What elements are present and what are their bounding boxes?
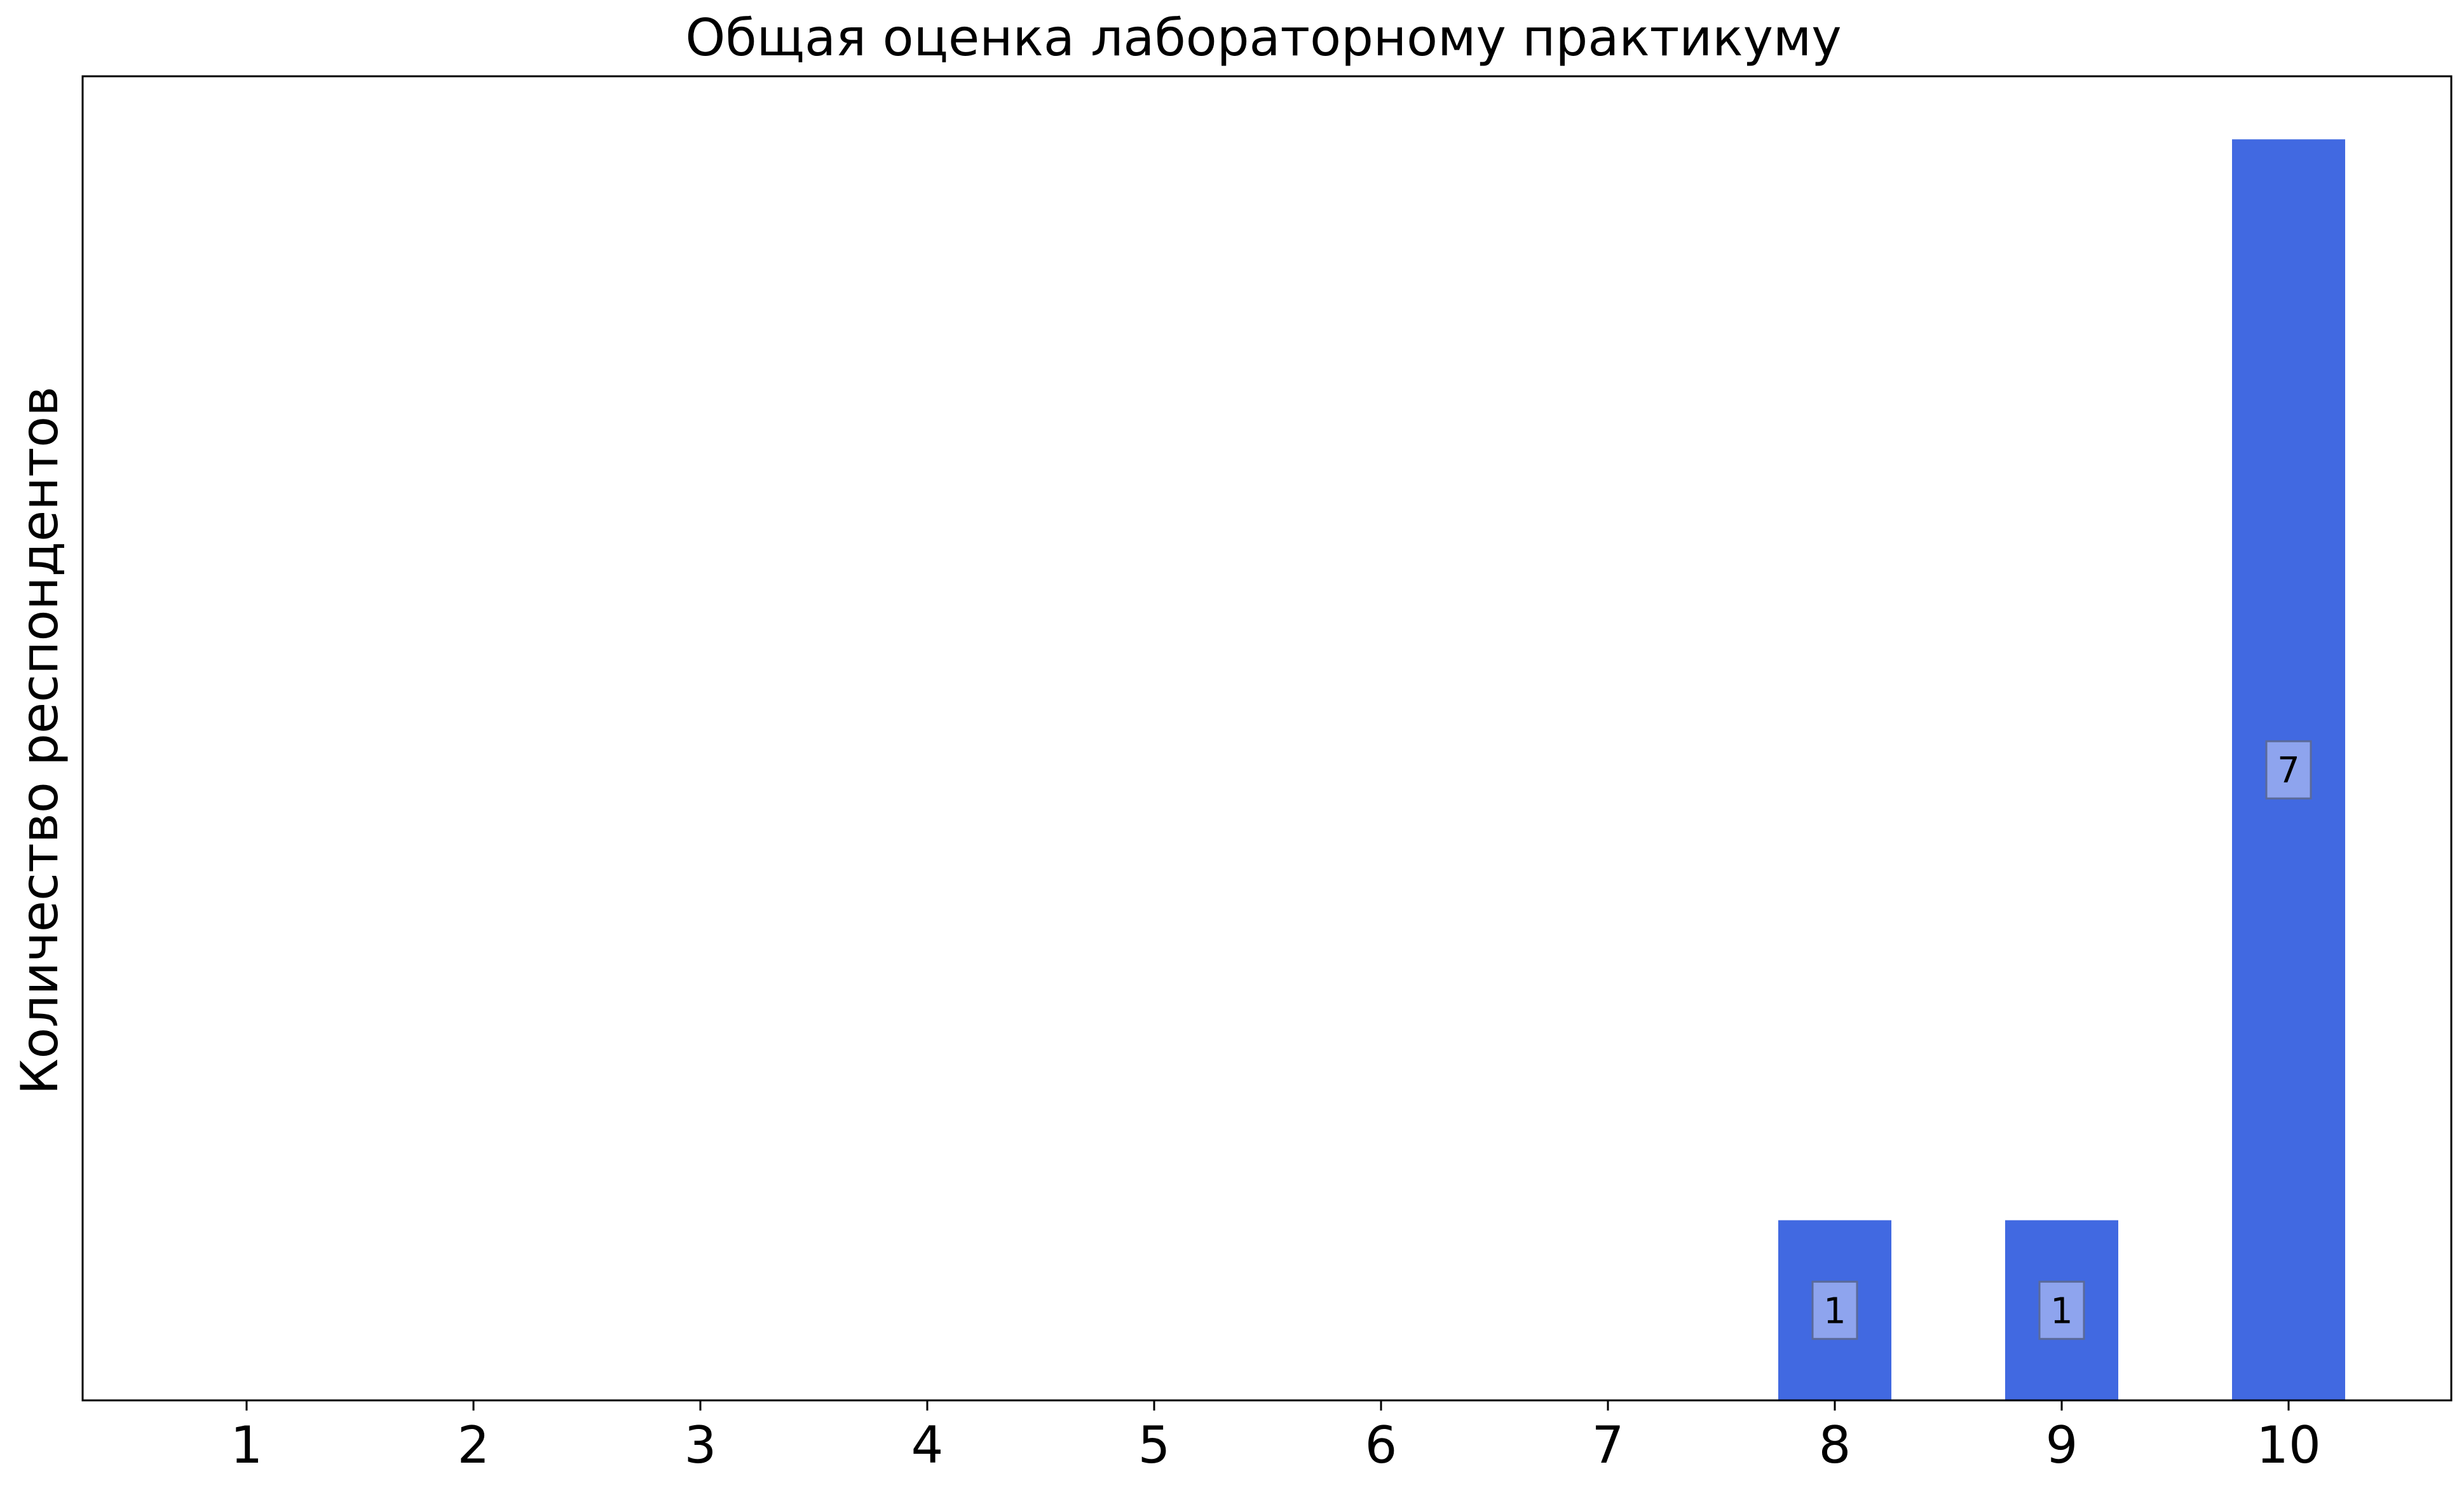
x-tick-label-4: 4 [911,1416,944,1475]
data-label-box-9 [2038,1280,2085,1340]
y-axis-label: Количество респондентов [10,386,69,1095]
x-tick-label-9: 9 [2046,1416,2078,1475]
data-label-8: 1 [1823,1290,1846,1332]
data-labels-layer: 1 1 7 [1811,740,2312,1340]
x-tick-label-8: 8 [1819,1416,1851,1475]
x-ticks-layer: 1 2 3 4 5 6 7 8 9 10 [231,1400,2321,1475]
data-label-10: 7 [2277,750,2300,791]
data-label-box-8 [1811,1280,1858,1340]
x-tick-label-5: 5 [1138,1416,1171,1475]
x-tick-label-2: 2 [458,1416,490,1475]
data-label-box-10 [2265,740,2312,800]
data-label-9: 1 [2050,1290,2073,1332]
x-tick-label-6: 6 [1365,1416,1398,1475]
x-tick-label-7: 7 [1592,1416,1624,1475]
chart-title: Общая оценка лабораторному практикуму [685,8,1841,67]
x-tick-label-1: 1 [231,1416,263,1475]
x-tick-label-10: 10 [2256,1416,2321,1475]
bars-layer [1778,139,2345,1401]
plot-frame [81,75,2453,1402]
x-tick-label-3: 3 [684,1416,717,1475]
